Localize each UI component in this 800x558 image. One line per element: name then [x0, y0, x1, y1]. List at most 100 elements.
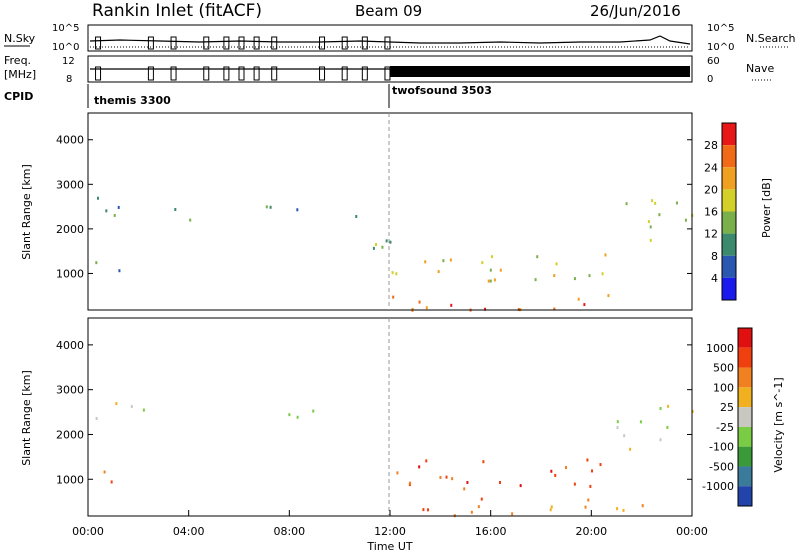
xtick-label: 08:00: [273, 525, 305, 538]
scatter-cell: [604, 253, 607, 257]
xtick-label: 20:00: [575, 525, 607, 538]
scatter-cell: [647, 220, 650, 224]
scatter-cell: [691, 409, 694, 413]
power-cbar-label: Power [dB]: [760, 178, 773, 238]
scatter-cell: [189, 218, 192, 222]
scatter-cell: [481, 261, 484, 265]
colorbar-segment: [738, 347, 752, 368]
nsky-gap-mark: [238, 36, 245, 50]
scatter-cell: [607, 294, 610, 298]
scatter-cell: [409, 481, 412, 485]
scatter-cell: [573, 482, 576, 486]
scatter-cell: [482, 460, 485, 464]
nsky-tick-top: 10^5: [52, 23, 79, 34]
colorbar-segment: [738, 486, 752, 506]
colorbar-segment: [738, 446, 752, 467]
scatter-cell: [117, 205, 120, 209]
scatter-cell: [391, 271, 394, 275]
xtick-label: 00:00: [676, 525, 708, 538]
colorbar-segment: [722, 211, 736, 234]
freq-gap-mark: [384, 66, 391, 81]
scatter-cell: [651, 199, 654, 203]
scatter-cell: [601, 272, 604, 276]
cpid-mode-1: themis 3300: [94, 94, 171, 107]
colorbar-tick-label: 12: [704, 228, 718, 241]
colorbar-segment: [738, 367, 752, 388]
scatter-cell: [659, 438, 662, 442]
colorbar-tick-label: 28: [704, 139, 718, 152]
scatter-cell: [666, 425, 669, 429]
colorbar-tick-label: 500: [713, 362, 734, 375]
xtick-label: 04:00: [173, 525, 205, 538]
nsky-trace: [89, 35, 691, 45]
nsky-gap-marks: [95, 36, 391, 50]
scatter-cell: [616, 420, 619, 424]
nsky-panel: N.Sky 10^5 10^0 N.Search 10^5 10^0: [4, 23, 796, 53]
scatter-cell: [536, 255, 539, 259]
scatter-cell: [450, 303, 453, 307]
scatter-cell: [110, 480, 113, 484]
scatter-cell: [381, 245, 384, 249]
power-scatter: [95, 196, 694, 312]
nave-tick-bottom: 0: [707, 74, 713, 85]
scatter-cell: [517, 307, 520, 311]
ytick-label: 2000: [56, 223, 84, 236]
ytick-label: 4000: [56, 339, 84, 352]
scatter-cell: [437, 270, 440, 274]
scatter-cell: [534, 278, 537, 282]
nsky-tick-bottom: 10^0: [52, 42, 79, 53]
scatter-cell: [639, 420, 642, 424]
nave-dense-block: [390, 66, 690, 77]
nsky-gap-mark: [95, 36, 102, 50]
scatter-cell: [649, 238, 652, 242]
freq-tick-bottom: 8: [66, 74, 72, 85]
colorbar-tick-label: 8: [711, 250, 718, 263]
colorbar-tick-label: -1000: [702, 480, 734, 493]
freq-unit: [MHz]: [4, 68, 36, 81]
scatter-cell: [115, 402, 118, 406]
scatter-cell: [389, 240, 392, 244]
velocity-xticks: 00:00 04:00 08:00 12:00 16:00 20:00 00:00: [72, 510, 708, 538]
scatter-cell: [550, 505, 553, 509]
scatter-cell: [463, 487, 466, 491]
colorbar-segment: [722, 277, 736, 300]
scatter-cell: [142, 408, 145, 412]
colorbar-segment: [738, 328, 752, 348]
colorbar-segment: [722, 233, 736, 256]
scatter-cell: [96, 196, 99, 200]
ytick-label: 1000: [56, 267, 84, 280]
scatter-cell: [622, 508, 625, 512]
scatter-cell: [489, 268, 492, 272]
scatter-cell: [549, 508, 552, 512]
xtick-label: 12:00: [374, 525, 406, 538]
freq-gap-mark: [95, 66, 102, 81]
nsky-label: N.Sky: [4, 32, 36, 45]
scatter-cell: [519, 484, 522, 488]
scatter-cell: [451, 477, 454, 481]
scatter-cell: [265, 205, 268, 209]
scatter-cell: [372, 246, 375, 250]
scatter-cell: [493, 278, 496, 282]
nave-label: Nave: [746, 62, 774, 75]
nsearch-tick-bottom: 10^0: [707, 42, 734, 53]
colorbar-segment: [722, 167, 736, 190]
nsky-gap-mark: [253, 36, 260, 50]
velocity-colorbar: 1000 500 100 25 -25 -100 -500 -1000: [702, 327, 753, 507]
freq-label: Freq.: [4, 54, 31, 67]
freq-gap-mark: [223, 66, 230, 81]
date-title: 26/Jun/2016: [590, 2, 681, 20]
scatter-cell: [385, 239, 388, 243]
scatter-cell: [470, 510, 473, 514]
colorbar-segment: [738, 407, 752, 427]
nsearch-tick-top: 10^5: [707, 23, 734, 34]
scatter-cell: [487, 279, 490, 283]
scatter-cell: [553, 307, 556, 311]
nsky-gap-mark: [223, 36, 230, 50]
scatter-cell: [577, 297, 580, 301]
ytick-label: 2000: [56, 428, 84, 441]
power-panel: Slant Range [km] 1000 2000 3000 4000 4 8 12 16…: [20, 112, 773, 312]
scatter-cell: [511, 512, 514, 516]
nsky-gap-mark: [384, 36, 391, 50]
scatter-cell: [427, 508, 430, 512]
scatter-cell: [498, 481, 501, 485]
